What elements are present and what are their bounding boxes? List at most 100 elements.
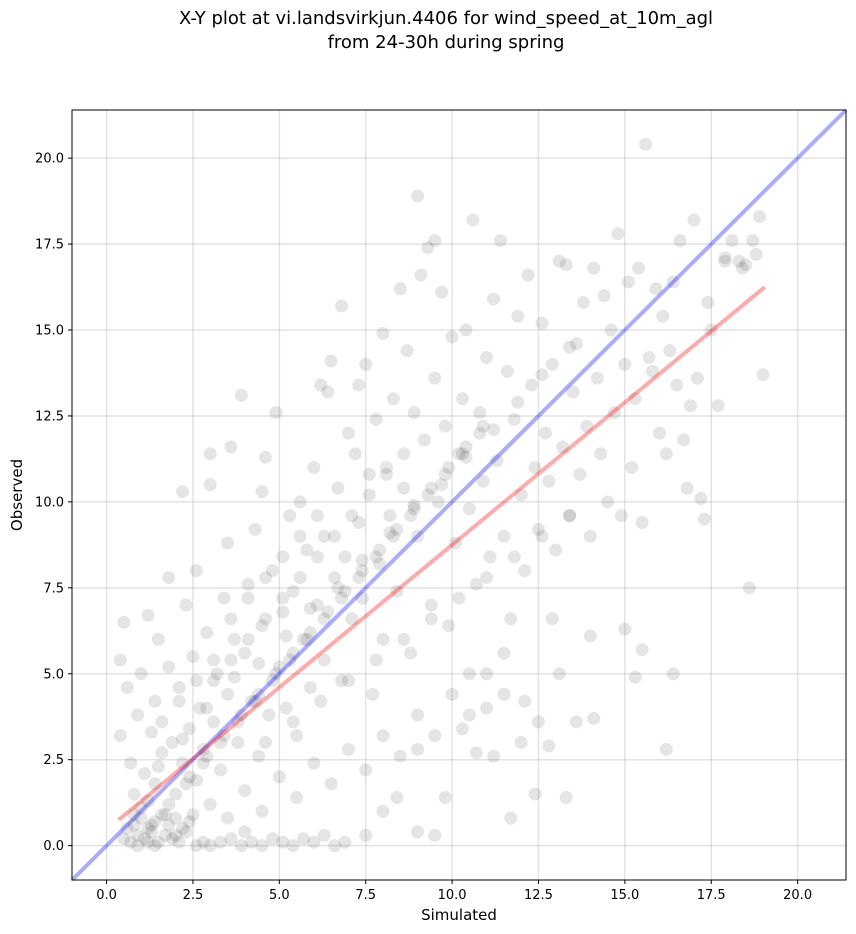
data-point — [248, 694, 262, 708]
data-point — [531, 715, 545, 729]
data-point — [697, 512, 711, 526]
data-point — [407, 498, 421, 512]
data-point — [238, 784, 252, 798]
data-point — [248, 522, 262, 536]
x-tick-label: 20.0 — [783, 888, 812, 903]
data-point — [162, 797, 176, 811]
data-point — [445, 687, 459, 701]
data-point — [286, 715, 300, 729]
data-point — [290, 791, 304, 804]
data-point — [293, 529, 307, 543]
data-point — [424, 612, 438, 626]
data-point — [196, 756, 210, 770]
data-point — [307, 835, 321, 849]
data-point — [141, 835, 155, 849]
data-point — [756, 368, 770, 382]
data-point — [182, 815, 196, 829]
y-tick-label: 17.5 — [35, 238, 64, 253]
data-point — [155, 808, 169, 822]
data-point — [386, 392, 400, 406]
x-tick-label: 2.5 — [183, 888, 204, 903]
data-point — [314, 694, 328, 708]
data-point — [238, 825, 252, 839]
data-point — [376, 326, 390, 340]
chart-title: X-Y plot at vi.landsvirkjun.4406 for win… — [179, 8, 713, 29]
identity-line — [70, 108, 848, 882]
data-point — [656, 309, 670, 323]
data-point — [407, 406, 421, 419]
data-point — [677, 433, 691, 447]
data-point — [428, 234, 442, 248]
data-point — [276, 591, 290, 605]
data-point — [455, 392, 469, 406]
data-point — [317, 529, 331, 543]
data-point — [504, 811, 518, 825]
data-point — [369, 550, 383, 564]
fit-lines — [70, 108, 848, 882]
data-point — [701, 296, 715, 309]
data-point — [362, 467, 376, 481]
data-point — [303, 601, 317, 615]
data-point — [739, 258, 753, 272]
data-point — [576, 296, 590, 309]
data-point — [131, 828, 145, 842]
data-point — [400, 344, 414, 358]
data-point — [514, 736, 528, 749]
data-point — [611, 227, 625, 241]
data-point — [303, 681, 317, 694]
data-point — [155, 715, 169, 729]
data-point — [259, 571, 272, 584]
data-point — [297, 632, 311, 646]
data-point — [335, 299, 349, 313]
data-point — [438, 791, 452, 804]
data-point — [269, 667, 283, 681]
y-axis: 0.0 2.5 5.0 7.5 10.0 12.5 15.0 17.5 20.0 — [35, 152, 72, 854]
data-point — [359, 763, 373, 777]
x-tick-label: 10.0 — [438, 888, 467, 903]
data-point — [438, 467, 452, 481]
data-point — [476, 474, 490, 488]
data-point — [165, 832, 179, 846]
data-point — [144, 818, 158, 832]
data-point — [283, 653, 297, 667]
data-point — [186, 650, 200, 664]
data-point — [538, 426, 552, 440]
data-point — [272, 660, 286, 674]
data-point — [290, 729, 304, 743]
data-point — [286, 584, 300, 598]
data-point — [341, 674, 355, 688]
data-point — [276, 605, 290, 619]
data-point — [310, 509, 324, 523]
data-point — [307, 756, 321, 770]
data-point — [507, 412, 521, 426]
data-point — [207, 674, 221, 688]
data-point — [359, 357, 373, 371]
data-point — [293, 571, 307, 584]
data-point — [317, 653, 331, 667]
data-point — [753, 210, 767, 224]
data-point — [666, 667, 680, 681]
data-point — [424, 481, 438, 495]
data-point — [162, 660, 176, 674]
data-point — [552, 254, 566, 268]
data-point — [265, 564, 279, 578]
data-point — [345, 612, 359, 626]
data-point — [642, 351, 656, 364]
data-point — [310, 550, 324, 564]
data-point — [573, 467, 587, 481]
data-point — [583, 529, 597, 543]
data-point — [176, 485, 190, 499]
data-point — [469, 746, 483, 760]
data-point — [245, 694, 259, 708]
data-point — [144, 725, 158, 739]
data-point — [518, 694, 532, 708]
data-point — [607, 406, 621, 419]
data-point — [234, 708, 248, 722]
data-point — [397, 481, 411, 495]
data-point — [542, 739, 556, 753]
data-point — [652, 426, 666, 440]
data-point — [528, 787, 542, 801]
data-point — [376, 804, 390, 818]
data-point — [500, 364, 514, 378]
data-point — [314, 378, 328, 392]
